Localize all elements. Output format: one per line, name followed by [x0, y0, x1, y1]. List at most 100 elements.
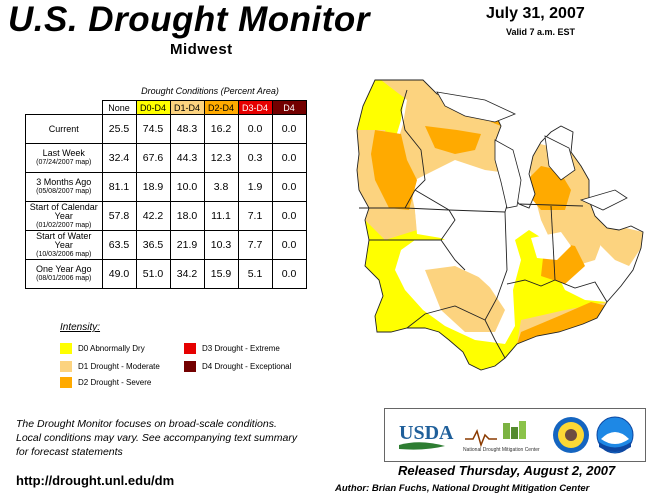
col-header-d3-d4: D3-D4: [237, 100, 273, 115]
table-cell: 7.1: [237, 201, 273, 231]
table-cell: 0.0: [271, 114, 307, 144]
table-row: 3 Months Ago (05/08/2007 map) 81.1 18.9 1…: [25, 172, 307, 202]
table-cell: 21.9: [169, 230, 205, 260]
row-label: 3 Months Ago (05/08/2007 map): [25, 172, 103, 202]
table-cell: 32.4: [101, 143, 137, 173]
table-cell: 74.5: [135, 114, 171, 144]
wi-il-border: [414, 189, 456, 241]
legend-swatch: [184, 343, 196, 354]
col-header-d2-d4: D2-D4: [203, 100, 239, 115]
website-url: http://drought.unl.edu/dm: [16, 473, 175, 488]
table-header-row: None D0-D4 D1-D4 D2-D4 D3-D4 D4: [25, 100, 307, 115]
midwest-drought-map: [356, 79, 644, 371]
row-label: Start of Water Year (10/03/2006 map): [25, 230, 103, 260]
no-drought-area: [465, 230, 513, 292]
drought-area-d2: [425, 126, 481, 154]
table-cell: 57.8: [101, 201, 137, 231]
commerce-seal: [553, 417, 589, 453]
usda-swoosh: [399, 442, 445, 450]
row-label: Last Week (07/24/2007 map): [25, 143, 103, 173]
row-label-sub: (05/08/2007 map): [36, 188, 92, 195]
table-row: Start of Water Year (10/03/2006 map) 63.5…: [25, 230, 307, 260]
drought-area-d0: [357, 80, 607, 370]
table-cell: 10.0: [169, 172, 205, 202]
table-cell: 48.3: [169, 114, 205, 144]
drought-area-d2: [371, 130, 417, 210]
table-corner: [25, 100, 102, 115]
col-header-d1-d4: D1-D4: [169, 100, 205, 115]
mi-in-oh-border: [518, 203, 584, 207]
legend-label: D2 Drought - Severe: [78, 378, 152, 387]
noaa-logo: [596, 416, 634, 454]
footnote: The Drought Monitor focuses on broad-sca…: [16, 417, 356, 459]
map-date: July 31, 2007: [486, 5, 585, 22]
table-cell: 44.3: [169, 143, 205, 173]
table-cell: 12.3: [203, 143, 239, 173]
usda-logo: USDA: [399, 422, 454, 450]
legend-label: D0 Abnormally Dry: [78, 344, 145, 353]
ndmc-logo-text: National Drought Mitigation Center: [463, 447, 540, 453]
table-cell: 15.9: [203, 259, 239, 289]
legend-item-d4: D4 Drought - Exceptional: [184, 361, 291, 372]
row-label-main: Start of Calendar Year: [29, 201, 98, 221]
table-cell: 0.0: [271, 259, 307, 289]
legend-label: D4 Drought - Exceptional: [202, 362, 292, 371]
legend-item-d2: D2 Drought - Severe: [60, 377, 151, 388]
lake-erie: [579, 189, 628, 211]
legend-item-d0: D0 Abnormally Dry: [60, 343, 145, 354]
noaa-wave: [599, 442, 631, 452]
table-cell: 1.9: [237, 172, 273, 202]
ia-wi-border: [404, 207, 450, 211]
legend-label: D1 Drought - Moderate: [78, 362, 160, 371]
legend-title: Intensity:: [60, 322, 101, 333]
table-cell: 42.2: [135, 201, 171, 231]
legend-swatch: [60, 377, 72, 388]
table-row: Start of Calendar Year (01/02/2007 map) 5…: [25, 201, 307, 231]
table-cell: 5.1: [237, 259, 273, 289]
row-label-sub: (10/03/2006 map): [36, 250, 92, 258]
table-cell: 36.5: [135, 230, 171, 260]
table-cell: 0.0: [271, 172, 307, 202]
noaa-bird: [601, 432, 629, 444]
row-label-main: Start of Water Year: [36, 230, 92, 250]
ia-mo-border: [369, 239, 466, 271]
ndmc-tree: [511, 427, 518, 439]
no-drought-area: [531, 232, 571, 260]
table-cell: 18.9: [135, 172, 171, 202]
row-label-sub: (07/24/2007 map): [36, 159, 92, 166]
page-title: U.S. Drought Monitor: [8, 0, 370, 39]
legend-swatch: [60, 361, 72, 372]
table-cell: 0.0: [271, 143, 307, 173]
legend-swatch: [184, 361, 196, 372]
ndmc-tree: [503, 423, 510, 439]
row-label-main: Current: [48, 123, 79, 134]
in-oh-border: [550, 205, 556, 281]
lake-michigan: [494, 139, 522, 209]
col-header-d4: D4: [271, 100, 307, 115]
legend-swatch: [60, 343, 72, 354]
table-cell: 34.2: [169, 259, 205, 289]
col-header-none: None: [101, 100, 137, 115]
table-cell: 25.5: [101, 114, 137, 144]
legend-item-d3: D3 Drought - Extreme: [184, 343, 280, 354]
ndmc-tree: [519, 421, 526, 439]
drought-statistics-table: None D0-D4 D1-D4 D2-D4 D3-D4 D4 Current …: [25, 100, 307, 289]
table-cell: 81.1: [101, 172, 137, 202]
logos-svg: USDA National Drought Mitigation Center: [399, 416, 634, 454]
region-title: Midwest: [170, 41, 233, 58]
table-cell: 18.0: [169, 201, 205, 231]
row-label: One Year Ago (08/01/2006 map): [25, 259, 103, 289]
table-cell: 0.0: [271, 201, 307, 231]
row-label-sub: (08/01/2006 map): [36, 275, 92, 282]
ndmc-logo: National Drought Mitigation Center: [463, 421, 540, 453]
legend-item-d1: D1 Drought - Moderate: [60, 361, 160, 372]
table-cell: 7.7: [237, 230, 273, 260]
mo-border: [406, 305, 486, 329]
table-caption: Drought Conditions (Percent Area): [141, 86, 279, 96]
drought-area-d2: [517, 302, 607, 344]
table-row: Current 25.5 74.5 48.3 16.2 0.0 0.0: [25, 114, 307, 144]
table-cell: 0.0: [237, 114, 273, 144]
lake-huron: [544, 135, 576, 181]
table-cell: 0.0: [271, 230, 307, 260]
footnote-line: Local conditions may vary. See accompany…: [16, 432, 298, 444]
